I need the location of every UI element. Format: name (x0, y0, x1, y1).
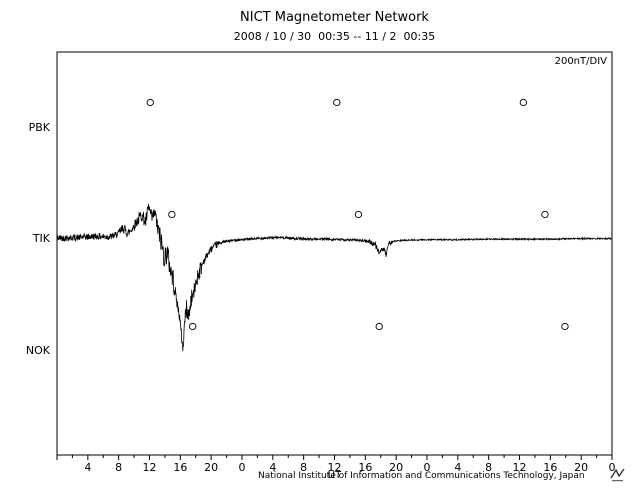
marker-circle (375, 322, 383, 331)
x-tick-label: 4 (454, 461, 461, 474)
x-tick-label: 0 (239, 461, 246, 474)
x-tick-label: 16 (173, 461, 187, 474)
date-range-label: 2008 / 10 / 30 00:35 -- 11 / 2 00:35 (233, 30, 436, 43)
x-tick-label: 12 (328, 461, 342, 474)
marker-circle (333, 98, 341, 107)
x-tick-label: 20 (204, 461, 218, 474)
x-tick-label: 0 (424, 461, 431, 474)
marker-circle (519, 98, 528, 107)
x-tick-label: 8 (485, 461, 492, 474)
marker-circle (146, 98, 154, 107)
marker-circle (189, 322, 197, 331)
x-tick-label: 4 (269, 461, 276, 474)
marker-circle (354, 210, 363, 219)
page-title: NICT Magnetometer Network (240, 10, 429, 25)
x-tick-label: 8 (115, 461, 122, 474)
marker-circle (561, 322, 569, 331)
marker-circle (541, 210, 549, 219)
trace-tik (56, 203, 612, 352)
institute-credit: National Institute of Information and Co… (258, 471, 585, 481)
x-tick-label: 16 (543, 461, 557, 474)
x-tick-label: 0 (609, 461, 616, 474)
x-tick-label: 4 (84, 461, 91, 474)
x-tick-label: 12 (513, 461, 527, 474)
plot-frame (56, 51, 613, 456)
x-tick-label: 20 (574, 461, 588, 474)
scale-label: 200nT/DIV (554, 56, 607, 67)
x-tick-label: 12 (143, 461, 157, 474)
station-label-tik: TIK (32, 232, 50, 245)
x-tick-label: 16 (358, 461, 372, 474)
x-axis-label: UT (327, 470, 342, 481)
marker-circle (168, 210, 176, 219)
x-tick-label: 20 (389, 461, 403, 474)
nict-logo-icon (610, 468, 625, 482)
nict-logo (609, 467, 627, 485)
station-label-pbk: PBK (28, 121, 50, 134)
x-tick-label: 8 (300, 461, 307, 474)
station-label-nok: NOK (25, 344, 50, 357)
